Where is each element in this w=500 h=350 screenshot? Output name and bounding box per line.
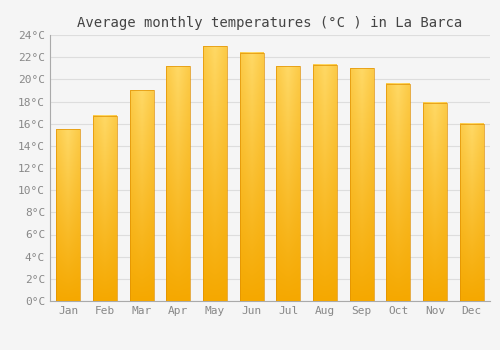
Title: Average monthly temperatures (°C ) in La Barca: Average monthly temperatures (°C ) in La… xyxy=(78,16,462,30)
